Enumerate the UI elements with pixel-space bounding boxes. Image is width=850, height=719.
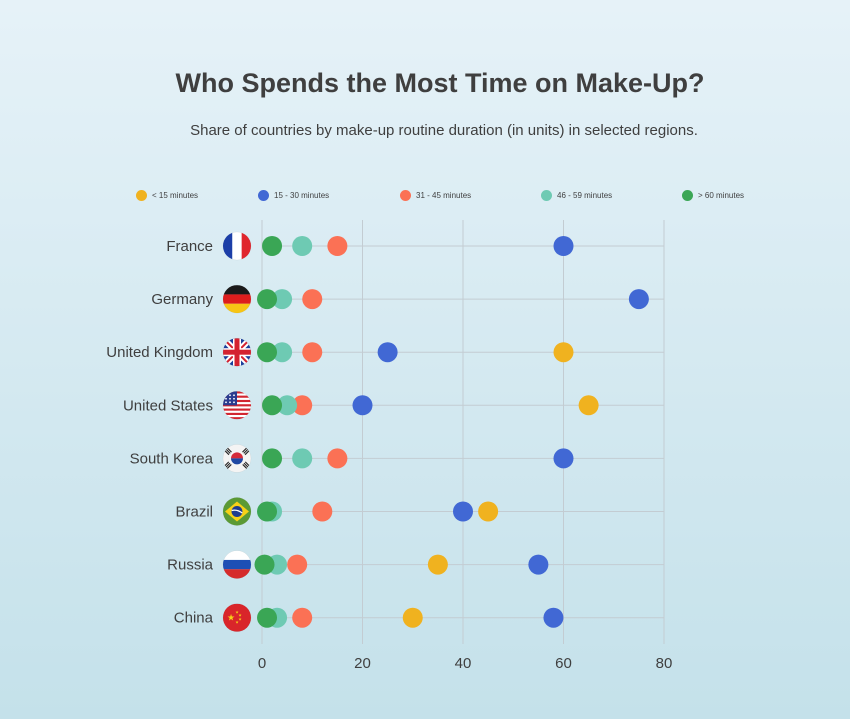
france-flag-icon [222,231,252,261]
data-point [277,395,298,416]
legend-item[interactable]: > 60 minutes [682,188,744,202]
brazil-flag-icon [222,497,252,526]
south-korea-flag-icon [222,444,252,473]
x-tick-label: 0 [258,655,266,672]
category-label: China [174,610,214,627]
data-point [302,342,323,363]
data-point [257,607,278,628]
legend-label: 15 - 30 minutes [274,190,330,200]
legend-item[interactable]: 31 - 45 minutes [400,188,471,202]
data-point [578,395,599,416]
data-point [272,342,293,363]
legend-marker [258,189,269,201]
data-point [528,554,549,575]
data-point [292,236,313,256]
category-label: France [166,238,213,255]
germany-flag-icon [222,284,252,314]
data-point [302,289,323,310]
data-point [292,448,313,469]
category-label: Germany [151,291,213,308]
data-point [262,395,283,416]
data-point [628,289,649,310]
data-point [312,501,333,522]
data-point [352,395,373,416]
data-point [292,607,313,628]
uk-flag-icon [222,337,252,367]
data-point [327,448,348,469]
data-point [453,501,473,522]
data-point [543,607,564,628]
data-point [287,554,308,575]
legend-item[interactable]: 15 - 30 minutes [258,188,329,202]
legend-label: < 15 minutes [152,190,199,200]
data-point [272,289,293,310]
legend-item[interactable]: 46 - 59 minutes [541,188,612,202]
svg-text:★: ★ [235,620,239,625]
x-tick-label: 80 [656,655,673,672]
data-point [262,448,283,469]
category-label: United States [123,397,213,414]
chart-subtitle: Share of countries by make-up routine du… [190,122,698,139]
legend-item[interactable]: < 15 minutes [136,188,198,202]
data-point [257,342,278,363]
legend-marker [136,189,147,201]
chart-title: Who Spends the Most Time on Make-Up? [175,68,705,98]
us-flag-icon [222,391,252,420]
data-point [478,501,499,522]
svg-text:★: ★ [238,617,242,622]
data-point [257,501,278,522]
legend-marker [682,189,693,201]
russia-flag-icon [222,550,252,579]
data-point [553,342,574,363]
x-tick-label: 40 [455,655,472,672]
legend-label: 46 - 59 minutes [557,190,613,200]
category-label: Brazil [175,504,213,521]
data-point [292,395,313,416]
legend-marker [400,189,411,201]
data-point [402,607,423,628]
data-point [377,342,398,363]
x-tick-label: 60 [555,655,572,672]
svg-text:★: ★ [238,613,242,618]
category-label: United Kingdom [106,344,213,361]
legend-label: 31 - 45 minutes [416,190,472,200]
china-flag-icon: ★★★★★ [222,603,252,632]
legend-label: > 60 minutes [698,190,745,200]
data-point [427,554,448,575]
svg-text:★: ★ [227,614,235,624]
svg-text:★: ★ [235,610,239,615]
category-label: South Korea [130,450,214,467]
x-tick-label: 20 [354,655,371,672]
legend-marker [541,189,552,201]
data-point [553,236,574,256]
data-point [254,554,275,575]
data-point [262,236,283,256]
data-point [257,289,278,310]
data-point [327,236,348,256]
category-label: Russia [167,557,214,574]
data-point [553,448,574,469]
